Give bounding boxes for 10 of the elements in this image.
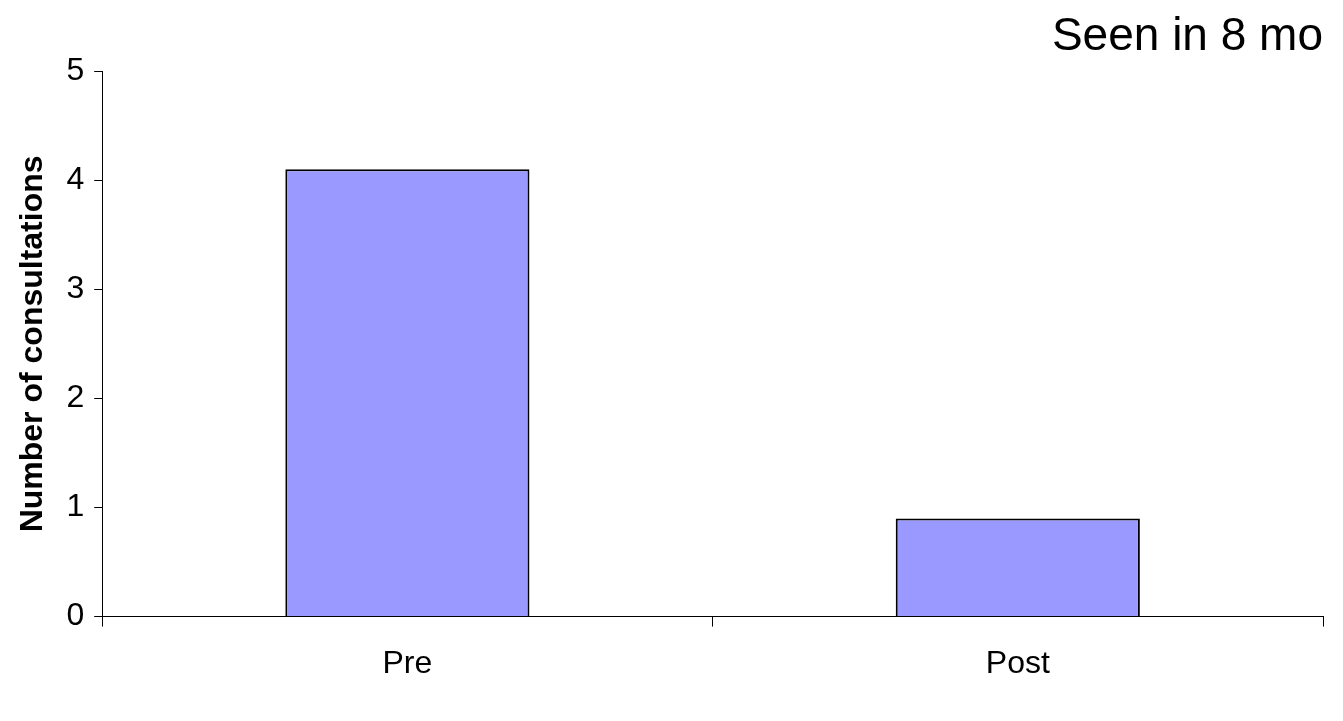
y-tick-label: 5 xyxy=(66,51,85,88)
chart-title: Seen in 8 mo xyxy=(1051,8,1323,61)
y-tick-label: 4 xyxy=(66,160,85,197)
y-tick-label: 1 xyxy=(66,487,85,524)
y-tick-label: 2 xyxy=(66,378,85,415)
x-tick-label: Post xyxy=(985,643,1050,680)
y-tick-label: 3 xyxy=(66,269,85,306)
y-axis-title: Number of consultations xyxy=(13,155,50,533)
y-tick-label: 0 xyxy=(66,596,85,633)
x-tick-label: Pre xyxy=(382,643,433,680)
